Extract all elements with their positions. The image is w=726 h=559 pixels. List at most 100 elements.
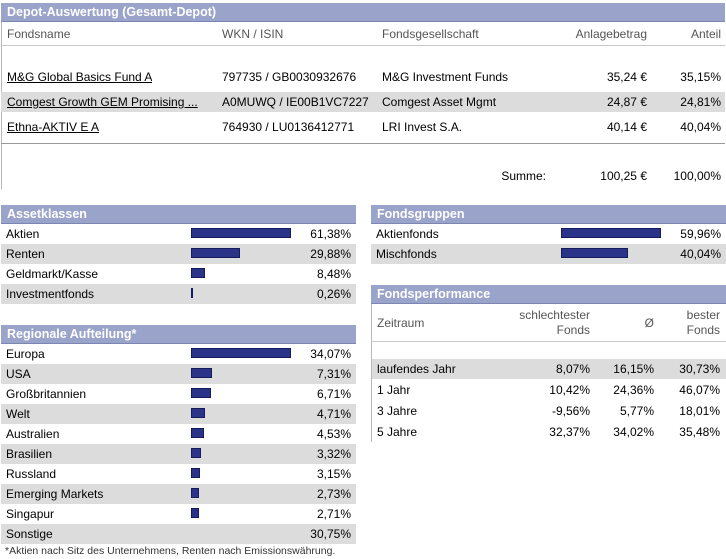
col-worst-line2: Fonds bbox=[556, 323, 590, 337]
sum-row: Summe: 100,25 € 100,00% bbox=[1, 166, 725, 186]
item-label: Brasilien bbox=[6, 447, 53, 461]
col-worst: schlechtester Fonds bbox=[490, 308, 590, 338]
item-value: 6,71% bbox=[316, 387, 351, 401]
bar bbox=[191, 288, 193, 298]
fund-wkn: 764930 / LU0136412771 bbox=[222, 120, 355, 134]
perf-period: 1 Jahr bbox=[377, 383, 411, 397]
perf-period: 5 Jahre bbox=[377, 425, 418, 439]
table-row: laufendes Jahr 8,07% 16,15% 30,73% bbox=[372, 359, 726, 379]
table-row: Ethna-AKTIV E A 764930 / LU0136412771 LR… bbox=[1, 117, 725, 137]
table-row: Comgest Growth GEM Promising ... A0MUWQ … bbox=[1, 92, 725, 112]
footnote: *Aktien nach Sitz des Unternehmens, Rent… bbox=[5, 545, 336, 557]
bar bbox=[191, 488, 199, 498]
col-best: bester Fonds bbox=[660, 308, 720, 338]
divider bbox=[371, 341, 726, 342]
item-value: 40,04% bbox=[680, 247, 721, 261]
col-fondsname: Fondsname bbox=[7, 27, 71, 41]
regional-title: Regionale Aufteilung* bbox=[1, 325, 356, 344]
performance-title: Fondsperformance bbox=[371, 285, 726, 304]
table-row: 5 Jahre 32,37% 34,02% 35,48% bbox=[372, 422, 726, 442]
depot-title: Depot-Auswertung (Gesamt-Depot) bbox=[1, 3, 725, 22]
list-item: Mischfonds 40,04% bbox=[371, 244, 726, 264]
item-value: 3,32% bbox=[316, 447, 351, 461]
list-item: Emerging Markets 2,73% bbox=[1, 484, 356, 504]
fund-link[interactable]: Ethna-AKTIV E A bbox=[7, 120, 100, 134]
bar bbox=[191, 448, 201, 458]
perf-best: 18,01% bbox=[679, 404, 720, 418]
item-value: 34,07% bbox=[310, 347, 351, 361]
bar bbox=[191, 248, 240, 258]
perf-best: 30,73% bbox=[679, 362, 720, 376]
fund-amount: 40,14 € bbox=[606, 120, 647, 134]
fund-wkn: A0MUWQ / IE00B1VC7227 bbox=[222, 95, 369, 109]
item-value: 4,71% bbox=[316, 407, 351, 421]
col-best-line2: Fonds bbox=[686, 323, 720, 337]
item-label: Russland bbox=[6, 467, 57, 481]
list-item: Geldmarkt/Kasse 8,48% bbox=[1, 264, 356, 284]
perf-avg: 24,36% bbox=[613, 383, 654, 397]
list-item: Singapur 2,71% bbox=[1, 504, 356, 524]
bar bbox=[191, 468, 200, 478]
perf-worst: 8,07% bbox=[555, 362, 590, 376]
bar bbox=[191, 408, 205, 418]
list-item: Brasilien 3,32% bbox=[1, 444, 356, 464]
item-label: Großbritannien bbox=[6, 387, 87, 401]
list-item: Sonstige 30,75% bbox=[1, 524, 356, 544]
list-item: USA 7,31% bbox=[1, 364, 356, 384]
col-avg: Ø bbox=[644, 316, 654, 330]
bar bbox=[191, 428, 204, 438]
divider bbox=[1, 143, 725, 144]
item-value: 2,73% bbox=[316, 487, 351, 501]
col-best-line1: bester bbox=[686, 308, 720, 322]
fund-company: LRI Invest S.A. bbox=[382, 120, 463, 134]
list-item: Großbritannien 6,71% bbox=[1, 384, 356, 404]
item-label: Welt bbox=[6, 407, 30, 421]
col-fondsgesellschaft: Fondsgesellschaft bbox=[382, 27, 479, 41]
depot-column-header: Fondsname WKN / ISIN Fondsgesellschaft A… bbox=[1, 24, 725, 44]
divider bbox=[1, 45, 725, 46]
table-row: 3 Jahre -9,56% 5,77% 18,01% bbox=[372, 401, 726, 421]
fund-amount: 35,24 € bbox=[606, 70, 647, 84]
perf-avg: 16,15% bbox=[613, 362, 654, 376]
item-label: Mischfonds bbox=[376, 247, 437, 261]
fund-share: 40,04% bbox=[680, 120, 721, 134]
perf-best: 35,48% bbox=[679, 425, 720, 439]
perf-avg: 5,77% bbox=[619, 404, 654, 418]
list-item: Australien 4,53% bbox=[1, 424, 356, 444]
perf-period: 3 Jahre bbox=[377, 404, 418, 418]
list-item: Welt 4,71% bbox=[1, 404, 356, 424]
item-value: 7,31% bbox=[316, 367, 351, 381]
item-value: 8,48% bbox=[316, 267, 351, 281]
item-value: 2,71% bbox=[316, 507, 351, 521]
fund-link[interactable]: M&G Global Basics Fund A bbox=[7, 70, 153, 84]
bar bbox=[561, 248, 628, 258]
item-label: Australien bbox=[6, 427, 60, 441]
fund-share: 35,15% bbox=[680, 70, 721, 84]
perf-period: laufendes Jahr bbox=[377, 362, 456, 376]
item-label: Renten bbox=[6, 247, 45, 261]
perf-worst: 32,37% bbox=[549, 425, 590, 439]
list-item: Aktienfonds 59,96% bbox=[371, 224, 726, 244]
item-value: 0,26% bbox=[316, 287, 351, 301]
col-anteil: Anteil bbox=[690, 27, 721, 41]
col-anlagebetrag: Anlagebetrag bbox=[575, 27, 647, 41]
table-row: M&G Global Basics Fund A 797735 / GB0030… bbox=[1, 67, 725, 87]
item-label: Aktien bbox=[6, 227, 40, 241]
sum-amount: 100,25 € bbox=[600, 169, 647, 183]
perf-best: 46,07% bbox=[679, 383, 720, 397]
list-item: Renten 29,88% bbox=[1, 244, 356, 264]
perf-worst: -9,56% bbox=[551, 404, 590, 418]
col-zeitraum: Zeitraum bbox=[377, 316, 425, 330]
fund-wkn: 797735 / GB0030932676 bbox=[222, 70, 357, 84]
bar bbox=[191, 268, 205, 278]
item-label: USA bbox=[6, 367, 31, 381]
item-label: Europa bbox=[6, 347, 45, 361]
bar bbox=[191, 228, 291, 238]
sum-share: 100,00% bbox=[673, 169, 721, 183]
performance-left-border bbox=[371, 304, 372, 442]
col-worst-line1: schlechtester bbox=[519, 308, 590, 322]
item-label: Investmentfonds bbox=[6, 287, 95, 301]
col-wkn-isin: WKN / ISIN bbox=[222, 27, 284, 41]
sum-label: Summe: bbox=[501, 169, 546, 183]
fund-link[interactable]: Comgest Growth GEM Promising ... bbox=[7, 95, 198, 109]
